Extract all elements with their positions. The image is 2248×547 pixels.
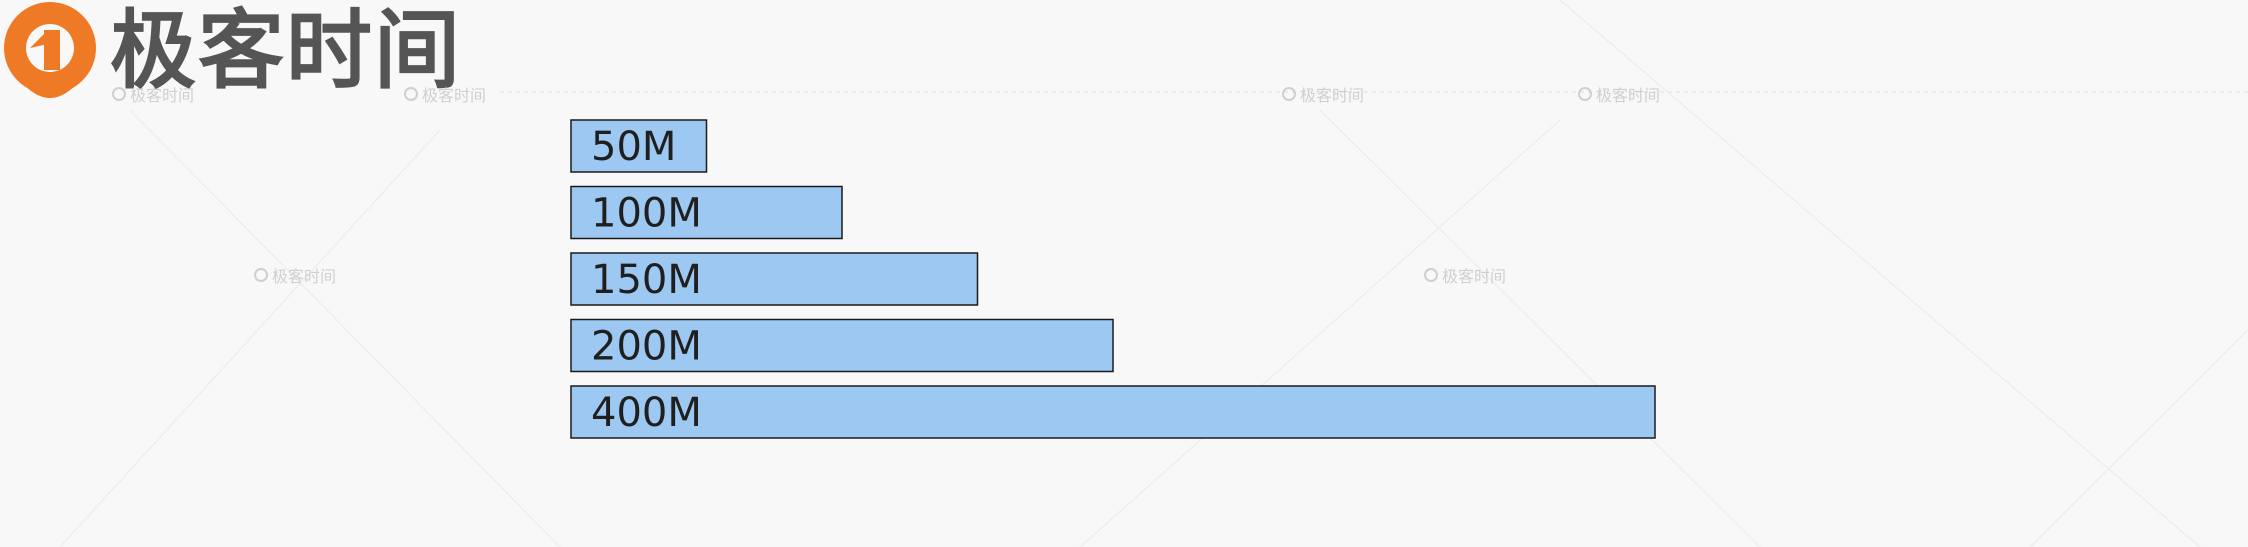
bar-100M [570, 185, 843, 240]
bar-150M [570, 252, 979, 306]
bar-200M [570, 318, 1114, 373]
bar-label-400M: 400M [591, 390, 702, 436]
bar-50M [570, 119, 708, 173]
watermark-logo-icon [1282, 87, 1296, 101]
watermark-logo-icon [1578, 87, 1592, 101]
watermark-logo-icon [404, 87, 418, 101]
watermark-logo-icon [112, 87, 126, 101]
watermark: 极客时间 [254, 263, 336, 287]
bar-label-100M: 100M [591, 191, 702, 237]
watermark-logo-icon [1424, 268, 1438, 282]
bar-label-200M: 200M [591, 324, 702, 370]
brand-name: 极客时间 [110, 1, 462, 101]
logo-icon [4, 2, 96, 98]
watermark: 极客时间 [1282, 82, 1364, 106]
bar-label-50M: 50M [591, 124, 676, 170]
watermark: 极客时间 [112, 82, 194, 106]
bar-400M [570, 385, 1656, 439]
watermark: 极客时间 [404, 82, 486, 106]
watermark: 极客时间 [1424, 263, 1506, 287]
bar-label-150M: 150M [591, 257, 702, 303]
brand-logo: 极客时间 [0, 0, 470, 120]
watermark: 极客时间 [1578, 82, 1660, 106]
watermark-logo-icon [254, 268, 268, 282]
